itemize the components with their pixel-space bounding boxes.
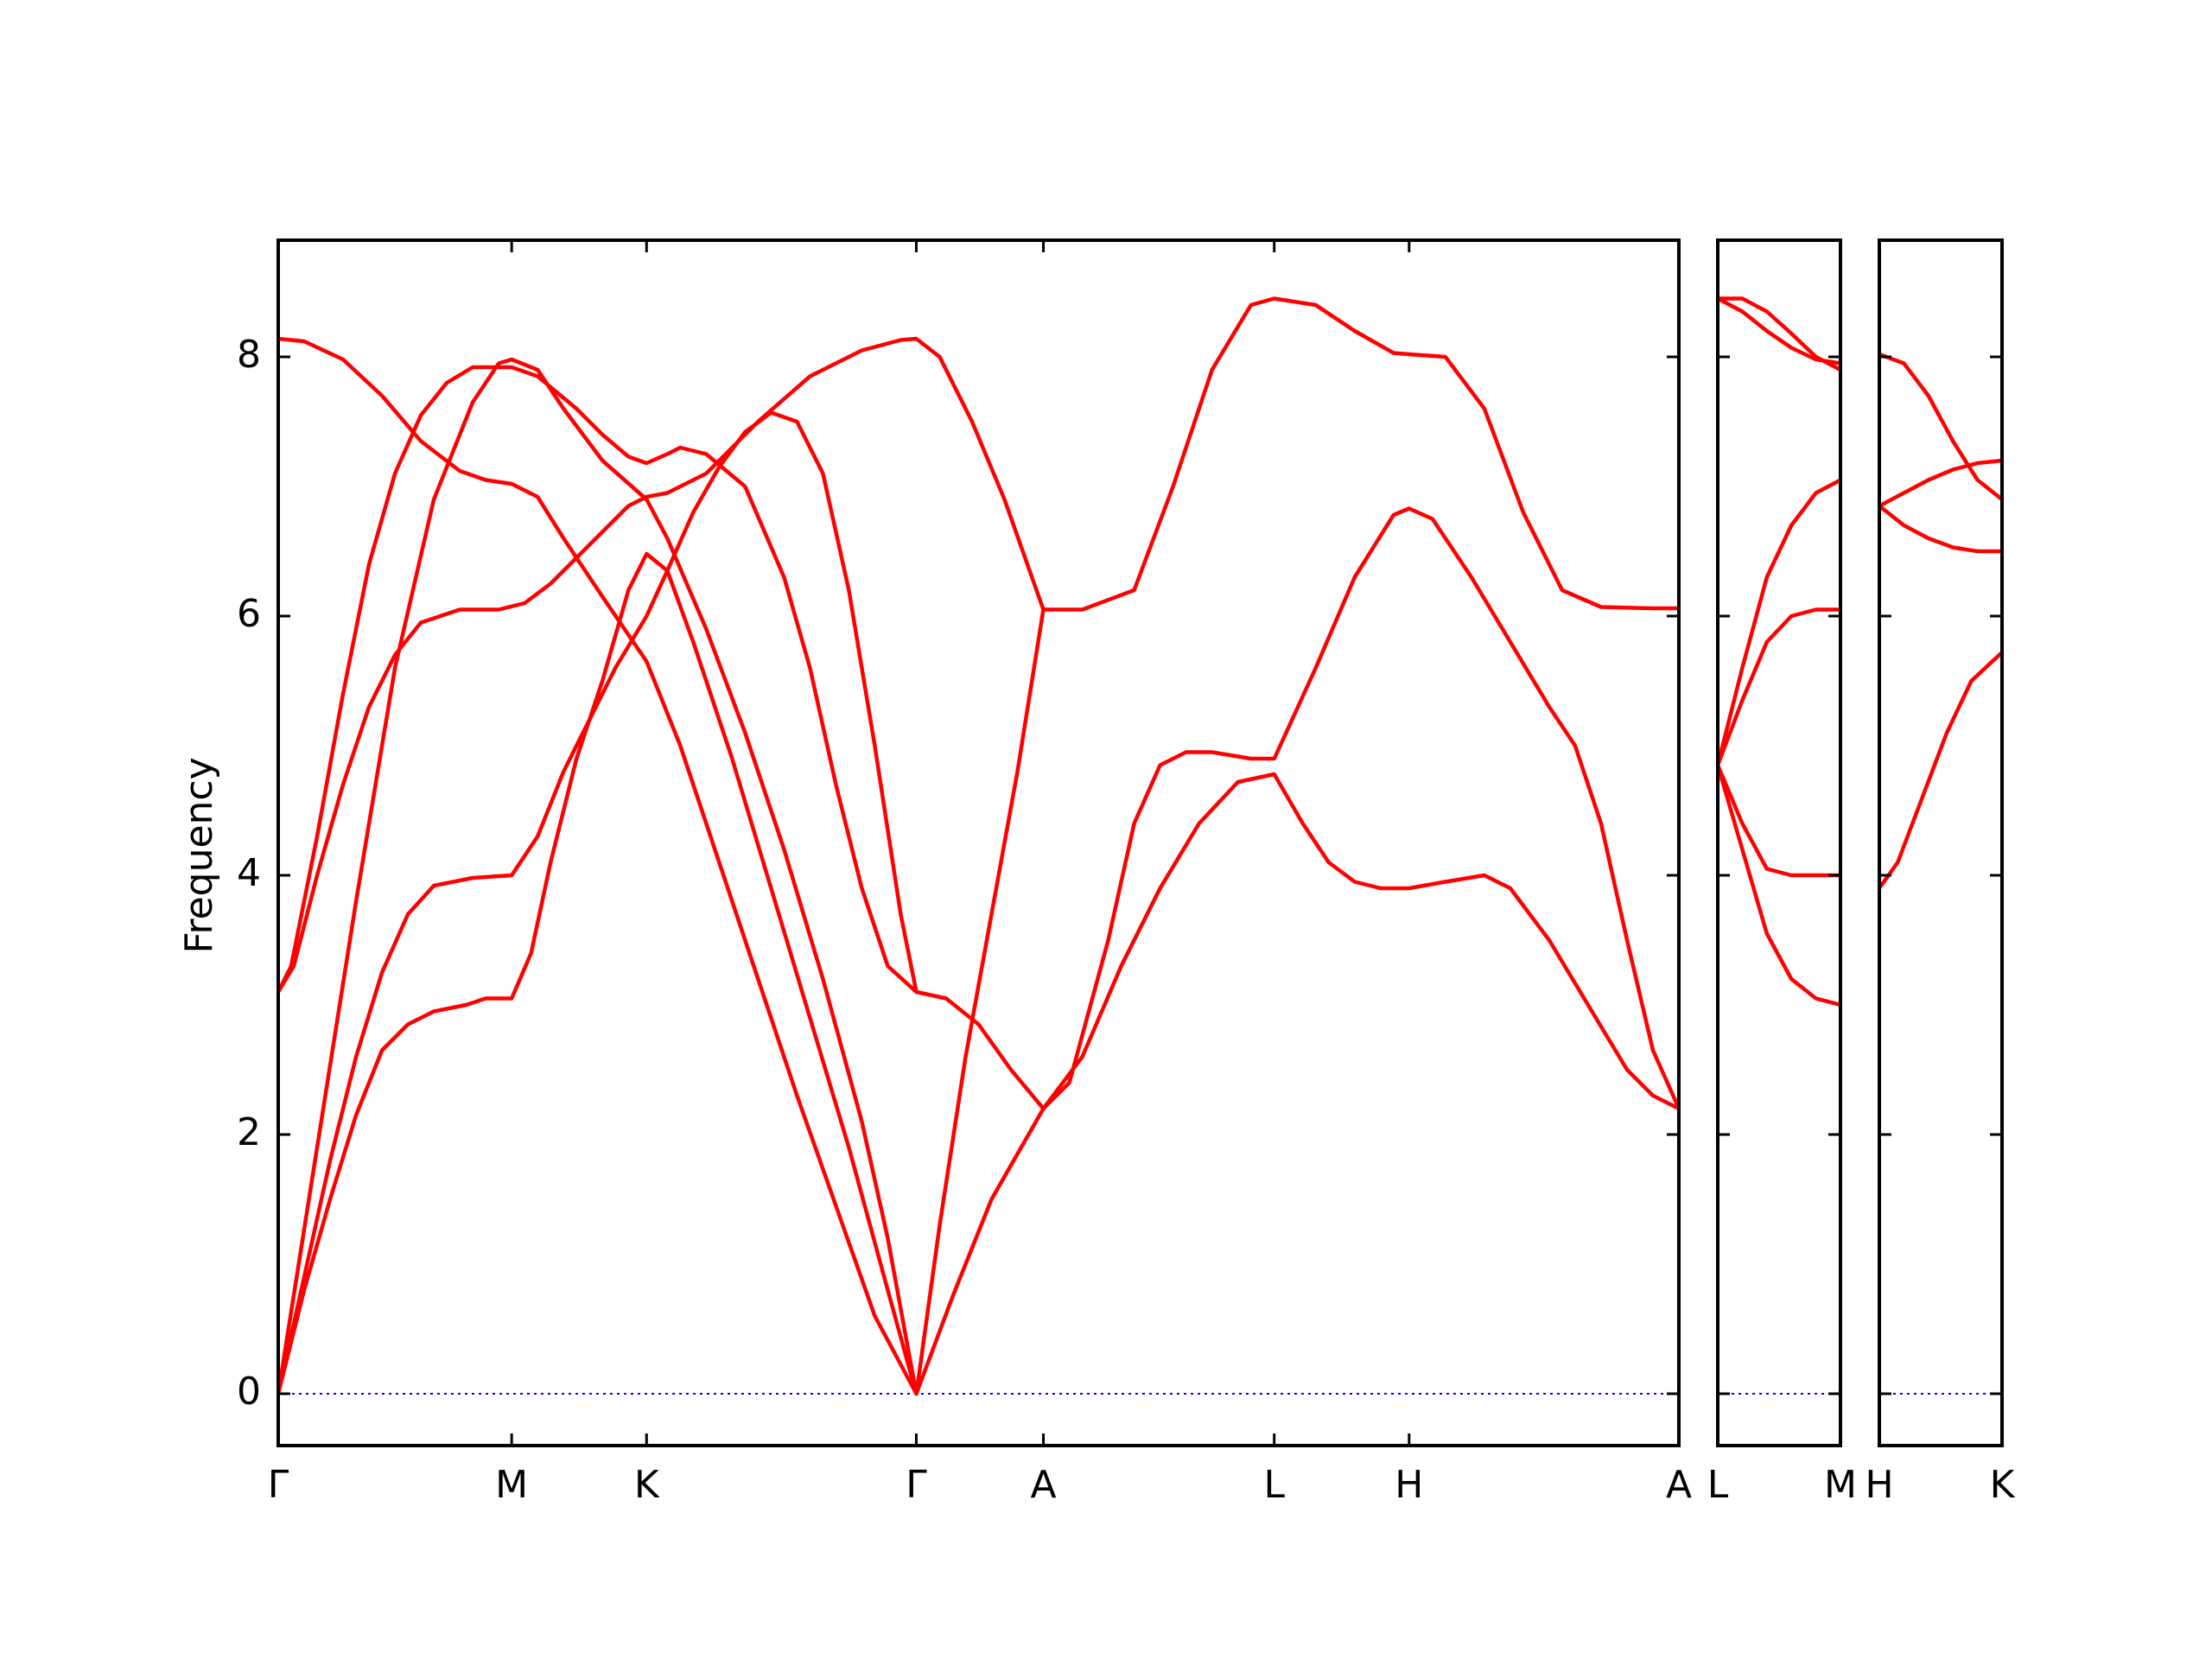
x-tick-label: K [634, 1463, 660, 1507]
band-group [1718, 296, 1840, 1007]
band-group [1879, 352, 2002, 891]
panel-p1: 0 2 4 6 8 Γ M K Γ A L H A [237, 238, 1692, 1507]
x-tick-label: K [1990, 1463, 2016, 1507]
y-tick-label: 6 [237, 592, 261, 636]
x-tick-label: M [1824, 1463, 1857, 1507]
y-tick-label: 2 [237, 1110, 261, 1154]
band-line [1718, 607, 1840, 767]
band-line [1718, 763, 1840, 1007]
band-line [1718, 296, 1840, 365]
band-line [278, 296, 1679, 995]
band-line [1718, 763, 1840, 878]
x-tick-label: H [1865, 1463, 1893, 1507]
band-line [1879, 650, 2002, 891]
y-tick-label: 4 [237, 851, 261, 895]
band-line [1879, 504, 2002, 554]
y-tick-label: 0 [237, 1370, 261, 1414]
x-tick-label: L [1707, 1463, 1729, 1507]
x-tick-label: Γ [268, 1463, 289, 1507]
band-line [278, 551, 918, 1396]
band-group [278, 296, 1679, 1396]
band-line [1879, 458, 2002, 508]
x-tick-label: H [1395, 1463, 1423, 1507]
band-line [1879, 352, 2002, 502]
panel-frame [276, 238, 1681, 1447]
band-line [278, 336, 1679, 1396]
band-line [278, 410, 918, 1396]
x-tick-label: A [1666, 1463, 1692, 1507]
y-axis-title: Frequency [177, 757, 221, 953]
band-line [1718, 478, 1840, 767]
x-tick-label: M [495, 1463, 528, 1507]
x-tick-label: Γ [906, 1463, 927, 1507]
band-line [914, 607, 1046, 1396]
panel-frame [1878, 238, 2004, 1447]
band-line [278, 357, 918, 1396]
panel-frame [1716, 238, 1842, 1447]
x-tick-label: L [1263, 1463, 1285, 1507]
band-line [278, 365, 1679, 1111]
x-tick-label: A [1030, 1463, 1056, 1507]
y-tick-label: 8 [237, 333, 261, 377]
